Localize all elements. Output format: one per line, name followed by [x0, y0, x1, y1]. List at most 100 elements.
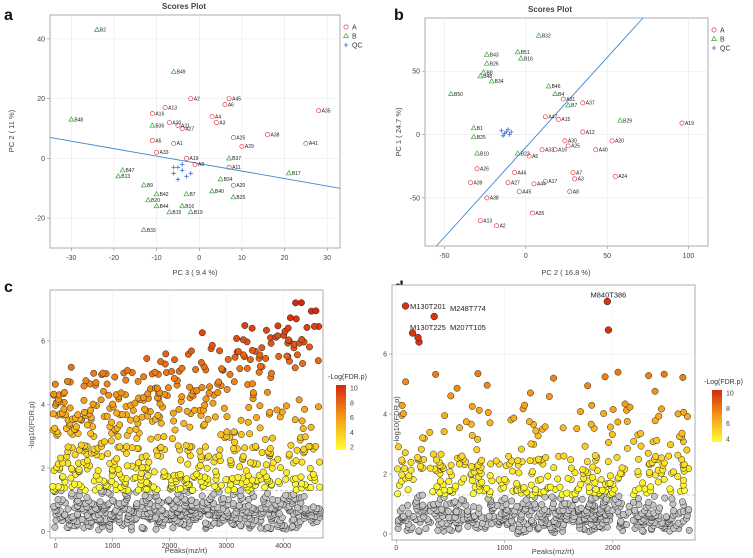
peak-point [237, 522, 245, 530]
point-label: A30 [568, 139, 577, 145]
peak-point [545, 393, 553, 400]
point-b4 [552, 90, 559, 96]
point-a30 [166, 120, 172, 125]
peak-point [444, 507, 452, 515]
legend-label-a: A [720, 28, 725, 35]
peak-point [138, 464, 146, 471]
peak-point [604, 458, 612, 466]
peak-point [264, 490, 272, 497]
peak-point [398, 471, 406, 479]
point-a38 [265, 132, 270, 137]
panel-b-title: Scores Plot [528, 5, 572, 14]
peak-point [637, 430, 645, 437]
peak-point [275, 352, 283, 360]
peak-point [413, 454, 421, 461]
peak-point [436, 477, 444, 485]
point-label: B49 [177, 70, 186, 76]
peak-point [212, 468, 220, 475]
peak-point [293, 351, 301, 359]
point-a2 [494, 223, 500, 229]
peak-point [284, 324, 292, 332]
peak-point [445, 477, 453, 485]
peak-point [614, 368, 622, 376]
legend-label-qc: QC [720, 46, 731, 53]
peak-point [135, 459, 143, 467]
peak-point [171, 426, 179, 434]
panel-b-loading-line [436, 17, 644, 247]
peak-point [451, 498, 459, 506]
point-label: A13 [168, 105, 177, 111]
point-label: B10 [480, 151, 489, 157]
peak-point [49, 483, 57, 490]
peak-point [60, 405, 68, 413]
peak-point [114, 465, 122, 473]
point-a26 [474, 166, 480, 172]
colorbar-tick: 8 [726, 406, 730, 413]
peak-point [680, 476, 687, 484]
peak-point [401, 449, 409, 457]
point-label: A45 [232, 96, 241, 102]
point-label: B48 [74, 117, 83, 123]
point-label: B16 [524, 56, 533, 62]
peak-point [404, 486, 412, 494]
peak-point [214, 389, 222, 396]
peak-point [521, 401, 529, 409]
point-b42 [153, 190, 160, 197]
point-b7 [565, 102, 572, 108]
colorbar-tick: 8 [350, 400, 354, 407]
y-tick-label: 0 [416, 132, 420, 139]
peak-point [422, 525, 430, 533]
point-label: A27 [185, 126, 194, 132]
peak-point [204, 415, 212, 423]
legend-marker-qc [711, 45, 717, 51]
x-tick-label: 2000 [162, 543, 178, 550]
y-tick-label: 2 [383, 472, 387, 479]
colorbar-tick: 6 [726, 421, 730, 428]
peak-point [198, 384, 206, 391]
point-a3 [213, 120, 219, 125]
peak-point [74, 411, 82, 419]
point-qc6 [507, 132, 512, 137]
peak-point [534, 455, 542, 463]
peak-point [285, 450, 293, 458]
y-tick-label: 0 [383, 532, 387, 539]
peak-point [233, 335, 241, 342]
point-label: B44 [160, 204, 169, 210]
peak-point [630, 437, 638, 445]
legend-marker-a [343, 24, 349, 30]
peak-point [608, 431, 616, 438]
point-label: A6 [228, 102, 234, 108]
peak-point [295, 396, 303, 404]
peak-point [303, 323, 311, 331]
peak-point [268, 434, 276, 442]
peak-point [257, 524, 265, 532]
point-label: B26 [490, 61, 499, 67]
peak-point [282, 491, 290, 499]
peak-point [560, 452, 568, 460]
peak-point [117, 389, 125, 397]
panel-b-x-label: PC 2 ( 16.8 %) [541, 268, 591, 277]
point-a8 [192, 161, 198, 167]
point-label: A16 [558, 148, 567, 154]
peak-point [178, 393, 186, 401]
point-label: A37 [586, 101, 595, 107]
peak-point [282, 475, 290, 483]
peak-point [107, 437, 115, 445]
panel-d-x-label: Peaks(mz/rt) [532, 547, 575, 556]
peak-point [637, 442, 645, 450]
peak-point [245, 404, 253, 411]
legend-label-qc: QC [352, 43, 363, 50]
peak-point [256, 402, 264, 410]
point-label: A2 [500, 224, 506, 230]
peak-point [230, 378, 238, 386]
peak-point [237, 487, 245, 495]
peak-point [132, 425, 140, 433]
point-b8 [480, 69, 487, 75]
peak-point [573, 425, 581, 433]
peak-point [458, 452, 466, 460]
point-a39 [468, 180, 473, 186]
x-tick-label: 20 [281, 255, 289, 262]
point-a6 [222, 102, 228, 108]
top-peak-point [408, 329, 417, 337]
peak-point [82, 377, 90, 385]
